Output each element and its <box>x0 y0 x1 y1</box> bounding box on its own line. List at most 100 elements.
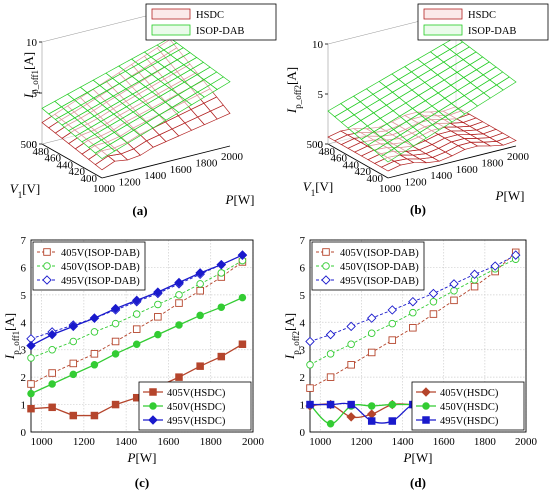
data-point <box>326 373 335 381</box>
z-tick-label: 5 <box>318 89 324 101</box>
z-axis-label-sub: p_off1 <box>30 70 40 94</box>
data-point <box>111 350 120 358</box>
x-tick-label: 1200 <box>119 177 142 189</box>
data-point <box>409 308 417 317</box>
legend-entry: 405V(HSDC) <box>440 388 499 399</box>
data-point <box>131 295 142 306</box>
y-tick-label: 400 <box>367 173 384 185</box>
y-tick-label: 5 <box>300 290 306 302</box>
legend-entry: 450V(HSDC) <box>440 402 499 413</box>
legend-swatch-isop <box>423 24 463 36</box>
z-tick-label: 0 <box>32 139 38 151</box>
y-tick-label: 1 <box>300 400 306 412</box>
x-tick-label: 1000 <box>31 436 54 448</box>
y-tick-label: 460 <box>45 153 62 165</box>
data-point <box>111 319 120 328</box>
series-495v-hsdc- <box>26 250 248 351</box>
data-point <box>175 299 183 307</box>
legend-entry: 405V(ISOP-DAB) <box>61 248 140 259</box>
data-point <box>367 402 376 410</box>
y-axis-label-unit: [V] <box>315 179 333 194</box>
series-line <box>30 261 243 385</box>
data-point <box>346 412 356 422</box>
data-point <box>326 400 335 409</box>
data-point <box>175 321 183 329</box>
data-point <box>388 417 397 425</box>
x-tick-label: 1400 <box>144 170 167 182</box>
data-point <box>174 277 184 288</box>
data-point <box>27 389 35 398</box>
data-point <box>217 303 226 311</box>
panel-label: (d) <box>410 475 426 490</box>
x-tick-label: 1600 <box>157 436 180 448</box>
x-tick-label: 1200 <box>405 177 428 189</box>
data-point <box>470 282 479 291</box>
legend-swatch-hsdc <box>151 8 191 20</box>
data-point <box>388 400 397 409</box>
data-point <box>408 296 418 307</box>
x-tick-label: 2000 <box>221 151 244 163</box>
isop-surface <box>41 37 231 160</box>
x-axis-label-unit: [W] <box>234 192 255 207</box>
legend-swatch-isop <box>151 24 191 36</box>
x-axis-label-unit: [W] <box>136 450 157 465</box>
data-point <box>325 329 336 340</box>
data-point <box>68 321 79 332</box>
x-axis-label: P[W] <box>403 450 433 465</box>
z-axis-label-sub: p_off2 <box>293 85 303 109</box>
data-point <box>48 369 56 377</box>
data-point <box>148 415 158 425</box>
y-tick-label: 5 <box>21 290 27 302</box>
legend-hsdc: 405V(HSDC) 450V(HSDC) 495V(HSDC) <box>138 381 252 431</box>
data-point <box>347 400 355 409</box>
x-axis-label-unit: [W] <box>504 188 525 203</box>
data-point <box>69 411 78 420</box>
z-axis-label: Ip_off2[A] <box>284 67 303 114</box>
z-axis-label-main: I <box>284 108 299 114</box>
x-tick-label: 1000 <box>309 436 332 448</box>
y-tick-label: 3 <box>21 345 27 357</box>
legend-isop-dab: 405V(ISOP-DAB) 450V(ISOP-DAB) 495V(ISOP-DA… <box>32 241 146 291</box>
z-tick-label: 10 <box>26 37 38 49</box>
series-line <box>30 260 243 359</box>
legend-entry: 405V(HSDC) <box>167 388 226 399</box>
data-point <box>306 384 314 392</box>
box-edge <box>387 145 517 179</box>
data-point <box>388 319 397 328</box>
x-tick-label: 1400 <box>430 170 453 182</box>
panel-d-line-chart: 1000 1200 1400 1600 1800 2000 0 1 2 3 4 5 6 7 405V(ISO… <box>282 235 538 490</box>
z-tick-label: 10 <box>312 39 324 51</box>
legend-label-hsdc: HSDC <box>468 10 496 21</box>
data-point <box>153 287 163 297</box>
y-tick-label: 7 <box>21 235 27 247</box>
data-point <box>196 311 204 320</box>
x-axis-label-unit: [W] <box>412 450 433 465</box>
y-axis-label-main: I <box>2 354 17 360</box>
x-tick-label: 1000 <box>379 183 402 195</box>
data-point <box>422 416 430 424</box>
y-tick-label: 500 <box>21 139 38 151</box>
legend-entry: 405V(ISOP-DAB) <box>340 248 419 259</box>
plot-frame <box>309 239 527 433</box>
data-point <box>90 361 99 369</box>
x-tick-label: 1400 <box>115 436 138 448</box>
panel-label: (c) <box>135 475 149 490</box>
data-point <box>367 417 376 425</box>
data-point <box>366 313 377 323</box>
data-point <box>450 296 458 305</box>
data-point <box>43 248 51 256</box>
x-axis-label-main: P <box>225 192 234 207</box>
panel-label: (a) <box>132 203 147 218</box>
data-point <box>409 324 417 332</box>
data-point <box>429 297 438 306</box>
y-axis-label: Ip_off2[A] <box>282 313 301 360</box>
legend-entry: 450V(ISOP-DAB) <box>61 262 140 273</box>
legend-box <box>32 241 146 291</box>
legend-isop-dab: 405V(ISOP-DAB) 450V(ISOP-DAB) 495V(ISOP-DA… <box>311 241 425 291</box>
legend-entry: 495V(HSDC) <box>440 416 499 427</box>
y-axis-label-unit: [V] <box>22 181 40 196</box>
data-point <box>238 340 247 348</box>
legend-box <box>311 241 425 291</box>
